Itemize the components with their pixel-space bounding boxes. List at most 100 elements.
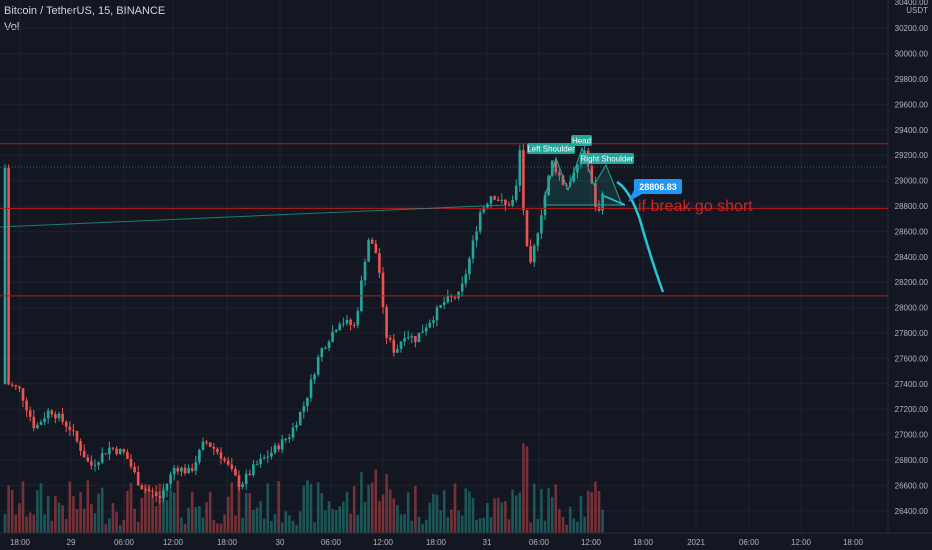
candle-body (208, 442, 212, 447)
volume-bar (370, 482, 374, 533)
x-tick-label: 06:00 (739, 538, 760, 547)
volume-bar (277, 481, 280, 533)
pattern-label: Right Shoulder (581, 155, 634, 164)
volume-bar (421, 523, 424, 533)
y-tick-label: 29000.00 (895, 177, 929, 186)
candle-body (378, 253, 381, 273)
candle-body (532, 245, 536, 263)
volume-bar (406, 492, 410, 533)
volume-bar (327, 501, 331, 533)
candle-body (507, 204, 511, 206)
candle-body (370, 239, 374, 244)
volume-bar (514, 495, 518, 533)
volume-bar (133, 508, 136, 533)
candle-body (10, 384, 14, 386)
y-tick-label: 27200.00 (895, 405, 929, 414)
volume-bar (241, 517, 244, 533)
volume-bar (219, 523, 223, 533)
candle-body (234, 468, 237, 476)
candle-body (550, 160, 554, 176)
candle-body (126, 452, 129, 459)
candle-body (3, 167, 7, 384)
candle-body (594, 183, 597, 207)
candle-body (248, 473, 252, 475)
volume-bar (180, 517, 183, 533)
volume-bar (331, 509, 334, 533)
candle-body (219, 452, 223, 459)
candle-body (280, 439, 284, 450)
candle-body (558, 172, 561, 176)
volume-bar (39, 483, 43, 533)
volume-bar (360, 472, 363, 533)
candle-body (597, 206, 601, 211)
volume-bar (543, 520, 547, 533)
volume-bar (212, 520, 216, 533)
candle-body (169, 474, 172, 484)
candle-body (111, 447, 115, 449)
volume-bar (475, 519, 478, 533)
volume-bar (478, 518, 482, 533)
volume-bar (500, 502, 504, 533)
candle-body (388, 337, 392, 340)
volume-bar (471, 498, 475, 533)
y-tick-label: 30400.00 (895, 0, 929, 7)
candle-body (273, 445, 277, 453)
volume-bar (201, 517, 205, 533)
volume-bar (82, 508, 86, 533)
y-tick-label: 27800.00 (895, 329, 929, 338)
volume-bar (154, 506, 158, 533)
volume-bar (21, 481, 25, 533)
volume-bar (234, 515, 237, 533)
volume-bar (518, 492, 522, 533)
candle-body (298, 411, 302, 426)
volume-bar (32, 514, 36, 533)
candle-body (446, 295, 450, 303)
volume-bar (511, 489, 514, 533)
candle-body (363, 261, 367, 281)
candle-body (64, 421, 68, 427)
price-axis-panel (888, 0, 932, 550)
volume-bar (291, 520, 295, 533)
volume-bar (262, 518, 266, 533)
volume-bar (176, 480, 180, 533)
x-tick-label: 12:00 (581, 538, 602, 547)
x-tick-label: 18:00 (843, 538, 864, 547)
candle-body (183, 467, 187, 474)
candle-body (529, 246, 532, 263)
volume-bar (270, 521, 273, 533)
candle-body (115, 448, 118, 454)
candle-body (334, 330, 338, 332)
candle-body (212, 446, 216, 449)
volume-bar (36, 490, 39, 533)
volume-bar (140, 497, 144, 533)
candle-body (536, 233, 540, 246)
candle-body (392, 339, 396, 353)
candle-body (342, 323, 345, 325)
candle-body (345, 319, 349, 324)
candle-body (190, 468, 194, 471)
candle-body (421, 331, 424, 333)
volume-bar (522, 443, 525, 533)
volume-bar (450, 509, 453, 533)
volume-bar (432, 493, 435, 533)
volume-bar (345, 491, 349, 533)
x-tick-label: 31 (483, 538, 492, 547)
candle-body (90, 461, 93, 466)
candle-body (151, 490, 154, 492)
candle-body (464, 274, 468, 284)
candle-body (97, 462, 100, 465)
candle-body (291, 427, 295, 438)
volume-bar (507, 519, 511, 533)
volume-bar (399, 514, 403, 533)
annotation-text: if break go short (638, 198, 753, 215)
candle-body (144, 489, 147, 491)
volume-bar (158, 483, 162, 533)
candle-body (25, 400, 28, 411)
y-tick-label: 27000.00 (895, 431, 929, 440)
candle-body (432, 320, 435, 323)
x-tick-label: 06:00 (321, 538, 342, 547)
volume-bar (190, 491, 194, 533)
y-tick-label: 26800.00 (895, 456, 929, 465)
candle-body (514, 185, 518, 200)
